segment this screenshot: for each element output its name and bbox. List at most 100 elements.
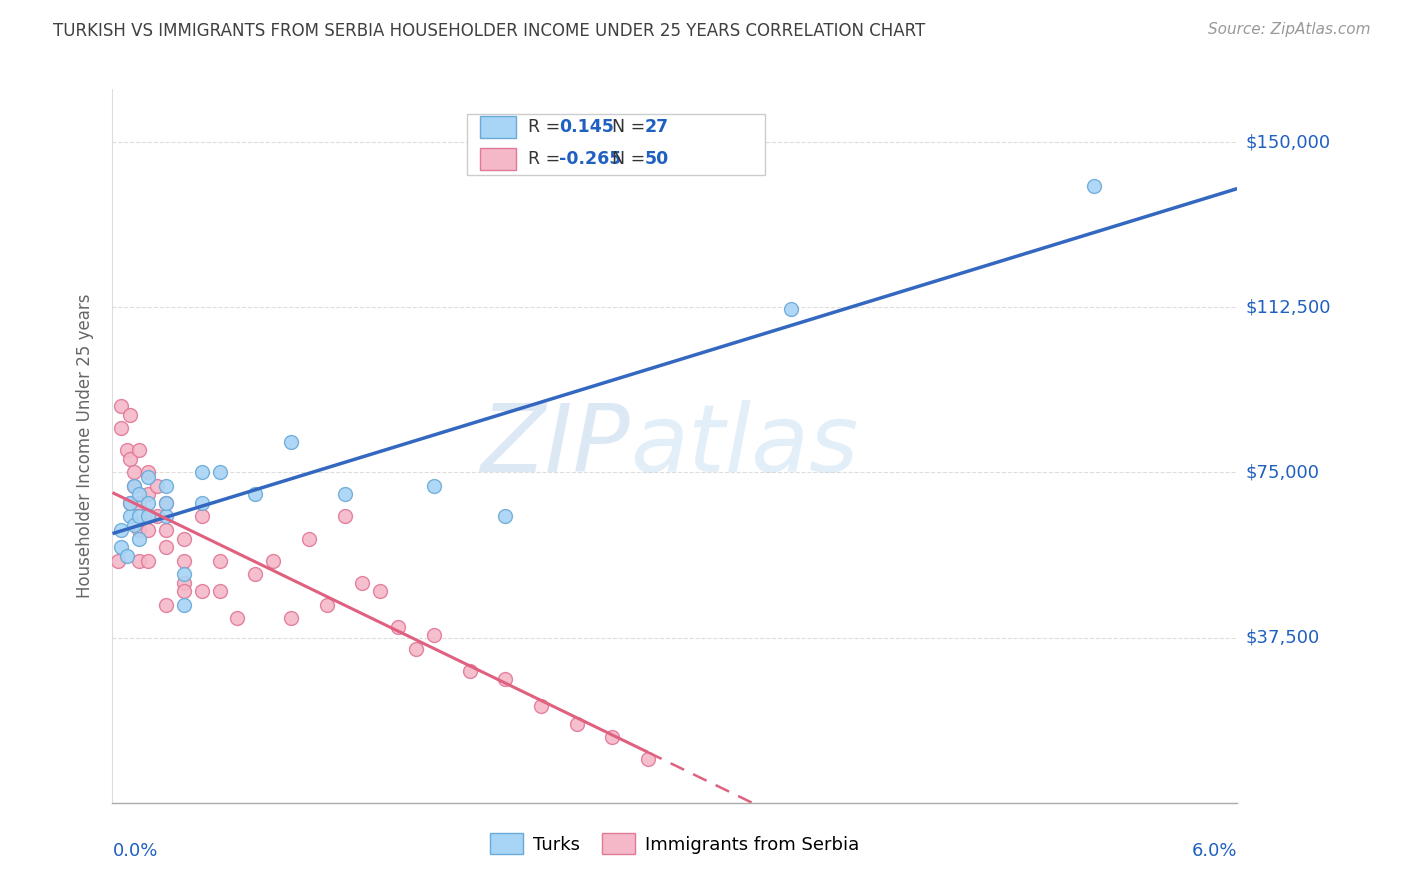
Point xyxy=(262,553,284,567)
Point xyxy=(602,730,624,744)
Point xyxy=(120,496,142,510)
Point xyxy=(155,496,177,510)
Point xyxy=(136,466,159,480)
Point xyxy=(155,541,177,555)
Point xyxy=(120,496,142,510)
Text: $75,000: $75,000 xyxy=(1246,464,1320,482)
Point xyxy=(190,584,212,599)
Point xyxy=(173,575,195,590)
Point xyxy=(368,584,391,599)
Point xyxy=(155,478,177,492)
Point xyxy=(122,478,145,492)
Point xyxy=(155,509,177,524)
Point xyxy=(280,434,302,449)
Point xyxy=(128,443,150,458)
Point xyxy=(190,509,212,524)
Point xyxy=(333,487,356,501)
Point xyxy=(122,466,145,480)
Point xyxy=(387,619,409,633)
Point xyxy=(120,452,142,467)
Point xyxy=(128,553,150,567)
Point xyxy=(136,523,159,537)
Point xyxy=(122,518,145,533)
Point xyxy=(405,641,427,656)
Point xyxy=(423,478,446,492)
Legend: Turks, Immigrants from Serbia: Turks, Immigrants from Serbia xyxy=(482,826,868,862)
FancyBboxPatch shape xyxy=(481,116,516,137)
Point xyxy=(136,487,159,501)
Point xyxy=(155,523,177,537)
Point xyxy=(226,611,249,625)
Point xyxy=(173,553,195,567)
Text: $150,000: $150,000 xyxy=(1246,133,1330,151)
Point xyxy=(128,496,150,510)
Point xyxy=(110,541,132,555)
Text: R =: R = xyxy=(527,150,565,168)
Text: R =: R = xyxy=(527,118,565,136)
Point xyxy=(128,509,150,524)
Point xyxy=(128,523,150,537)
Point xyxy=(155,496,177,510)
Point xyxy=(110,400,132,414)
Point xyxy=(136,496,159,510)
Point xyxy=(298,532,321,546)
Text: ZIP: ZIP xyxy=(481,401,630,491)
Y-axis label: Householder Income Under 25 years: Householder Income Under 25 years xyxy=(76,293,94,599)
Point xyxy=(110,421,132,435)
Point xyxy=(136,470,159,484)
Point xyxy=(128,532,150,546)
Point xyxy=(637,752,659,766)
Text: 0.145: 0.145 xyxy=(560,118,614,136)
Point xyxy=(122,478,145,492)
Point xyxy=(315,598,337,612)
Text: atlas: atlas xyxy=(630,401,858,491)
Point xyxy=(245,566,267,581)
Text: $37,500: $37,500 xyxy=(1246,629,1320,647)
Point xyxy=(208,553,231,567)
Point xyxy=(136,553,159,567)
Point xyxy=(107,553,129,567)
Point xyxy=(190,466,212,480)
Point xyxy=(1083,179,1105,194)
Point xyxy=(423,628,446,642)
Point xyxy=(530,698,553,713)
FancyBboxPatch shape xyxy=(481,148,516,169)
Point xyxy=(115,549,138,563)
Text: 27: 27 xyxy=(644,118,669,136)
Text: TURKISH VS IMMIGRANTS FROM SERBIA HOUSEHOLDER INCOME UNDER 25 YEARS CORRELATION : TURKISH VS IMMIGRANTS FROM SERBIA HOUSEH… xyxy=(53,22,925,40)
Text: -0.265: -0.265 xyxy=(560,150,621,168)
Point xyxy=(565,716,588,731)
Point xyxy=(190,496,212,510)
Point xyxy=(280,611,302,625)
Point xyxy=(173,566,195,581)
Text: $112,500: $112,500 xyxy=(1246,298,1331,317)
Point xyxy=(110,523,132,537)
Point xyxy=(155,598,177,612)
Text: N =: N = xyxy=(612,118,651,136)
Point xyxy=(780,302,803,317)
Point xyxy=(128,487,150,501)
Text: 0.0%: 0.0% xyxy=(112,842,157,860)
Point xyxy=(333,509,356,524)
Point xyxy=(173,598,195,612)
Point xyxy=(120,408,142,422)
Text: 50: 50 xyxy=(644,150,669,168)
Point xyxy=(494,673,516,687)
Point xyxy=(115,443,138,458)
Point xyxy=(136,509,159,524)
Text: N =: N = xyxy=(612,150,651,168)
Point xyxy=(136,509,159,524)
Text: 6.0%: 6.0% xyxy=(1192,842,1237,860)
Point xyxy=(173,584,195,599)
Text: Source: ZipAtlas.com: Source: ZipAtlas.com xyxy=(1208,22,1371,37)
Point xyxy=(146,478,169,492)
Point xyxy=(208,584,231,599)
Point xyxy=(173,532,195,546)
Point xyxy=(245,487,267,501)
Point xyxy=(458,664,481,678)
Point xyxy=(208,466,231,480)
Point xyxy=(494,509,516,524)
Point xyxy=(120,509,142,524)
FancyBboxPatch shape xyxy=(467,114,765,175)
Point xyxy=(146,509,169,524)
